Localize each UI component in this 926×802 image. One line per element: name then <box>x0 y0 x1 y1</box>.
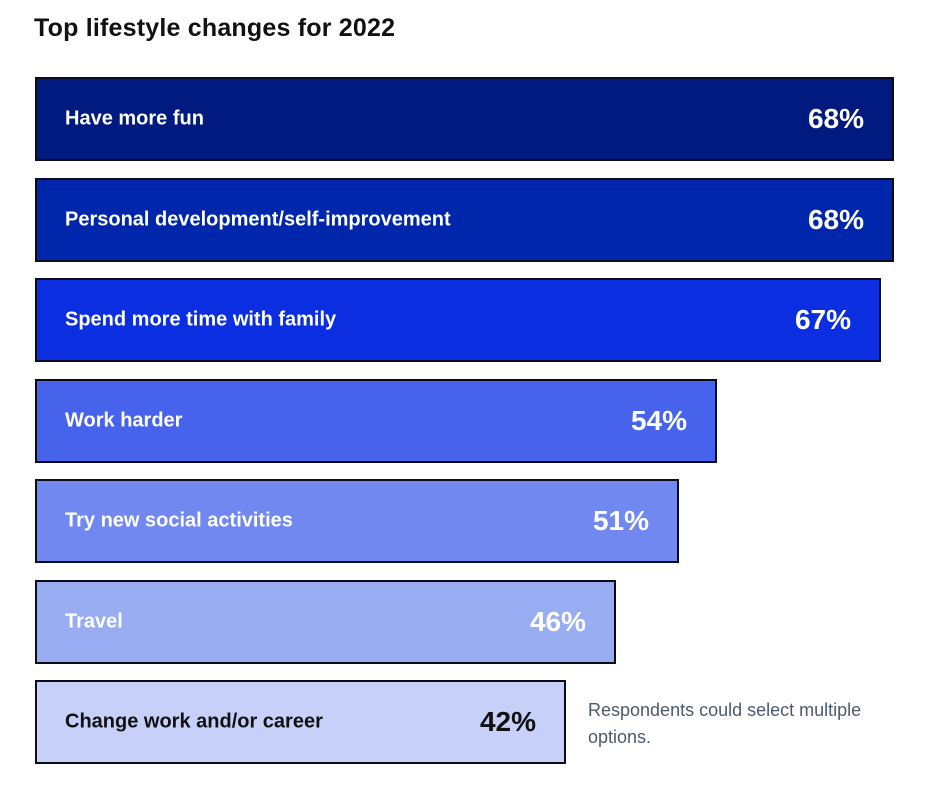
bar: Change work and/or career 42% <box>35 680 566 764</box>
bar-value-label: 54% <box>630 405 687 436</box>
bar-label: Have more fun <box>65 107 204 130</box>
bar-label: Work harder <box>65 409 183 432</box>
bar: Try new social activities 51% <box>35 479 679 563</box>
bar-value-label: 46% <box>529 606 586 637</box>
bar-value-label: 42% <box>479 706 536 737</box>
chart-title: Top lifestyle changes for 2022 <box>34 14 396 42</box>
bar-value-label: 68% <box>807 204 864 235</box>
bar-label: Spend more time with family <box>65 308 337 331</box>
bar-value-label: 67% <box>794 304 851 335</box>
bar: Personal development/self-improvement 68% <box>35 178 894 262</box>
bar-label: Travel <box>65 610 123 633</box>
footnote: Respondents could select multiple option… <box>588 700 862 747</box>
bar-value-label: 51% <box>592 505 649 536</box>
bar-label: Change work and/or career <box>65 710 323 733</box>
bar-value-label: 68% <box>807 103 864 134</box>
bar: Have more fun 68% <box>35 77 894 161</box>
bar: Travel 46% <box>35 580 616 664</box>
bar: Work harder 54% <box>35 379 717 463</box>
bar-label: Try new social activities <box>65 509 293 532</box>
bar: Spend more time with family 67% <box>35 278 881 362</box>
bar-label: Personal development/self-improvement <box>65 208 451 231</box>
